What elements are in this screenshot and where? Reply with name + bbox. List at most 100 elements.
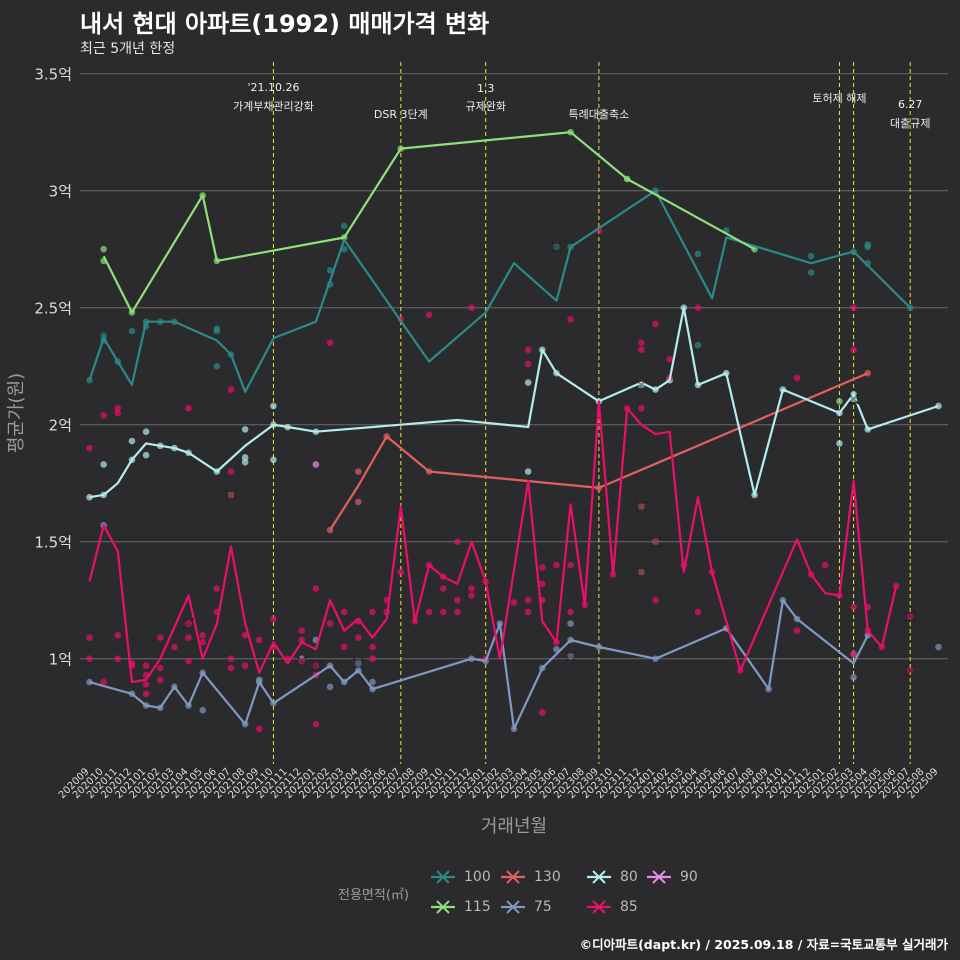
point-85 [270, 615, 277, 623]
legend-item-90[interactable]: 90 [646, 866, 698, 888]
point-85 [638, 339, 645, 347]
legend-item-100[interactable]: 100 [430, 866, 491, 888]
legend-key-icon [431, 900, 455, 914]
point-85 [652, 320, 659, 328]
point-85 [185, 657, 192, 665]
point-85 [694, 304, 702, 312]
legend-item-80[interactable]: 80 [586, 866, 638, 888]
point-85 [439, 608, 447, 616]
y-axis-ticks: 1억 1.5억 2억 2.5억 3억 3.5억 [34, 66, 72, 669]
point-85 [156, 676, 164, 684]
point-130 [355, 498, 362, 506]
x-mark-fill-85 [298, 658, 305, 665]
legend-label: 75 [534, 899, 552, 915]
chart-subtitle: 최근 5개년 한정 [80, 41, 176, 57]
x-mark-fill-85 [907, 667, 914, 674]
legend-label: 80 [620, 869, 638, 885]
legend-key-icon [501, 870, 525, 884]
point-85 [369, 655, 376, 662]
point-85 [227, 386, 235, 393]
point-85 [397, 568, 405, 576]
point-85 [255, 725, 263, 733]
x-axis-label: 거래년월 [481, 816, 547, 837]
point-85 [255, 636, 263, 644]
legend-key-icon [587, 900, 611, 914]
legend-item-115[interactable]: 115 [430, 896, 491, 918]
point-80 [241, 426, 249, 433]
point-85 [567, 316, 574, 323]
event-name-label: 규제완화 [465, 100, 505, 113]
point-80 [524, 468, 532, 475]
line-130 [329, 372, 869, 531]
legend-item-75[interactable]: 75 [500, 896, 552, 918]
point-85 [340, 643, 348, 651]
legend-label: 100 [464, 869, 491, 885]
point-85 [468, 592, 475, 599]
point-85 [227, 664, 235, 672]
point-85 [425, 311, 433, 319]
legend-label: 85 [620, 899, 638, 915]
chart-title: 내서 현대 아파트(1992) 매매가격 변화 [80, 10, 490, 38]
point-85 [114, 632, 122, 639]
point-85 [850, 304, 857, 312]
point-85 [369, 608, 376, 616]
line-115 [102, 131, 756, 314]
point-80 [270, 402, 277, 410]
y-tick-label: 2억 [49, 417, 72, 435]
point-85 [185, 634, 192, 641]
point-85 [326, 339, 334, 347]
event-date-label: 1.3 [477, 82, 495, 95]
point-85 [822, 561, 829, 569]
point-75 [199, 706, 206, 714]
y-axis-label: 평균가(원) [6, 373, 27, 453]
point-80 [270, 456, 277, 464]
point-85 [694, 608, 702, 616]
point-75 [369, 678, 376, 686]
point-100 [694, 341, 702, 349]
point-85 [86, 655, 93, 662]
point-85 [539, 564, 546, 571]
point-85 [454, 538, 461, 545]
point-75 [567, 620, 574, 627]
point-85 [326, 620, 334, 627]
point-85 [539, 580, 546, 588]
point-85 [524, 596, 532, 604]
event-date-label: 6.27 [898, 98, 923, 111]
event-name-label: 특례대출축소 [569, 108, 630, 121]
point-85 [199, 639, 206, 646]
point-85 [454, 608, 461, 616]
point-85 [850, 603, 857, 611]
line-75 [89, 599, 869, 731]
point-85 [638, 405, 645, 412]
point-85 [340, 608, 348, 616]
point-80 [524, 379, 532, 386]
point-85 [553, 561, 560, 569]
point-85 [298, 627, 306, 634]
point-85 [312, 585, 320, 592]
x-mark-fill-130 [228, 491, 234, 498]
legend-item-130[interactable]: 130 [500, 866, 561, 888]
point-90 [312, 461, 320, 468]
point-85 [524, 608, 532, 616]
event-name-label: 대출규제 [890, 117, 930, 130]
point-85 [86, 444, 93, 452]
y-tick-label: 1.5억 [34, 534, 72, 552]
point-85 [468, 304, 475, 312]
point-100 [213, 327, 221, 335]
plot-panel [80, 62, 948, 764]
point-85 [454, 596, 461, 604]
x-mark-fill-100 [553, 243, 560, 250]
x-mark-fill-130 [638, 503, 645, 510]
legend-item-85[interactable]: 85 [586, 896, 638, 918]
point-85 [638, 346, 645, 354]
point-80 [128, 437, 136, 445]
point-85 [298, 636, 306, 644]
point-85 [156, 664, 164, 672]
line-100 [88, 189, 911, 393]
x-mark-fill-85 [185, 620, 192, 627]
point-85 [156, 634, 164, 641]
legend-title: 전용면적(㎡) [338, 888, 409, 903]
source-caption: ©디아파트(dapt.kr) / 2025.09.18 / 자료=국토교통부 실… [579, 937, 948, 952]
point-80 [836, 440, 843, 447]
